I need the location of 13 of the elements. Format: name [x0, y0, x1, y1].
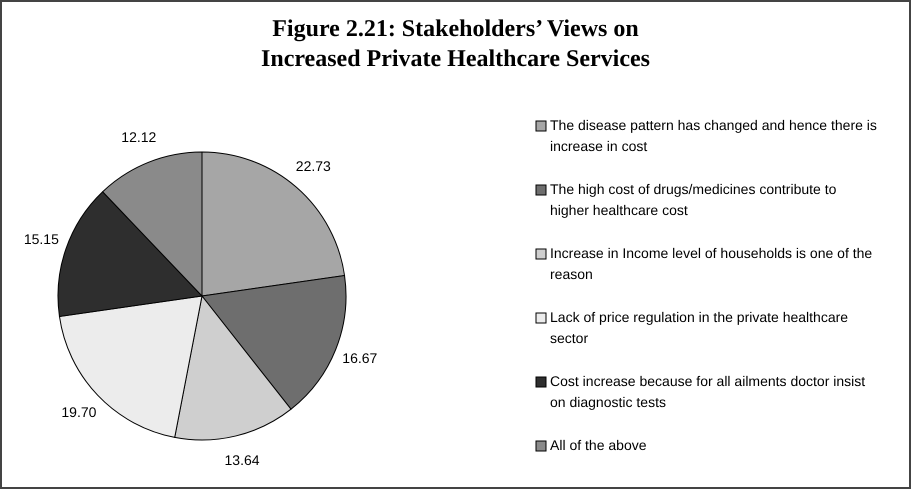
legend-label: Cost increase because for all ailments doctor insist on diagnostic tests: [550, 372, 866, 410]
data-label: 22.73: [296, 158, 332, 174]
data-label: 13.64: [224, 452, 260, 468]
data-label: 16.67: [342, 350, 378, 366]
data-label: 19.70: [61, 404, 97, 420]
legend-label: The high cost of drugs/medicines contribute to higher healthcare cost: [550, 180, 837, 218]
legend-label: Increase in Income level of households is one of the reason: [550, 244, 872, 282]
chart-title: Figure 2.21: Stakeholders’ Views on Increased Private Healthcare Services: [261, 16, 650, 72]
data-label: 12.12: [121, 128, 157, 145]
legend-label: All of the above: [550, 436, 647, 453]
legend-label: Lack of price regulation in the private healthcare sector: [550, 308, 848, 346]
legend-label: The disease pattern has changed and hence there is increase in cost: [550, 116, 877, 154]
data-label: 15.15: [24, 231, 60, 248]
